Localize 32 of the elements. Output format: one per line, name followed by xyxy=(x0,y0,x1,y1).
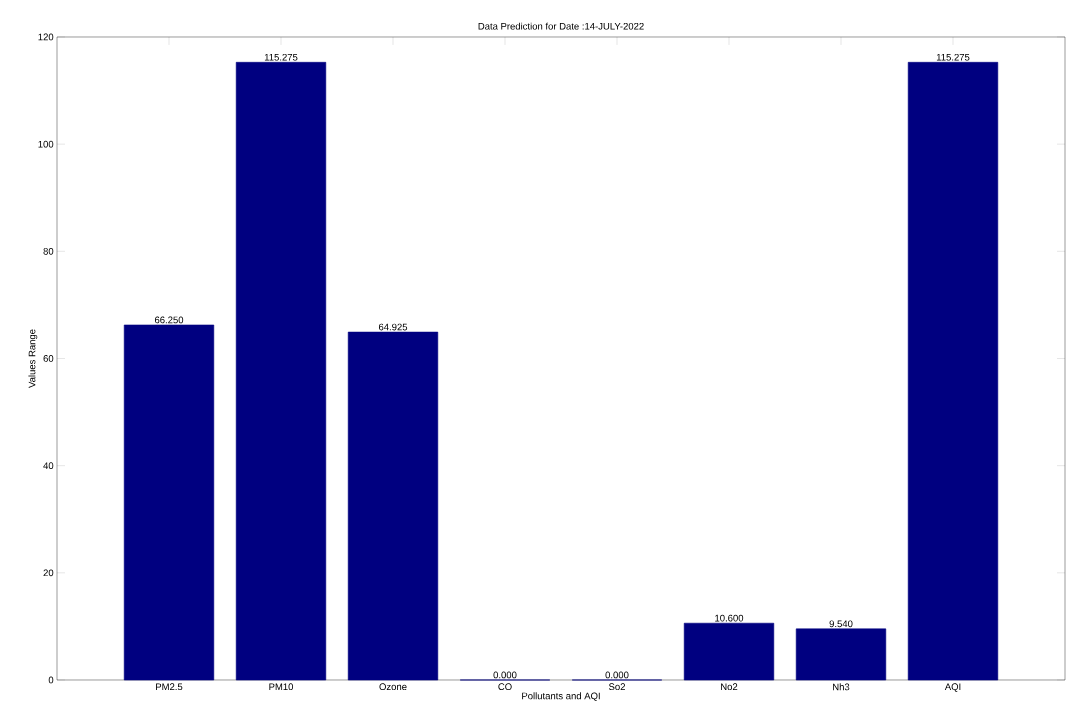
x-tick-label: AQI xyxy=(944,683,961,692)
x-tick-label: So2 xyxy=(608,683,625,691)
y-tick-label: 120 xyxy=(38,33,54,41)
x-tick-label: PM10 xyxy=(269,683,294,691)
y-axis-title: Values Range xyxy=(28,329,38,388)
x-tick-label: No2 xyxy=(721,683,738,691)
data-label: 0.000 xyxy=(493,671,517,679)
x-tick-label: Nh3 xyxy=(833,683,850,691)
chart-title: Data Prediction for Date :14-JULY-2022 xyxy=(478,22,644,30)
y-tick-label: 40 xyxy=(43,462,54,470)
data-label: 10.600 xyxy=(715,614,744,622)
bar xyxy=(235,62,327,681)
y-tick-label: 20 xyxy=(43,569,54,577)
data-label: 66.250 xyxy=(154,316,184,324)
y-tick-label: 100 xyxy=(38,140,54,148)
data-label: 64.925 xyxy=(378,323,408,331)
x-tick-label: Ozone xyxy=(379,683,407,691)
bar xyxy=(123,324,215,681)
y-tick-label: 80 xyxy=(43,247,54,255)
bar xyxy=(907,62,999,681)
data-label: 115.275 xyxy=(264,53,298,61)
x-axis-title: Pollutants and AQI xyxy=(522,692,600,701)
bar xyxy=(683,622,775,681)
bar xyxy=(347,331,439,681)
y-tick-label: 0 xyxy=(48,676,54,684)
y-tick-label: 60 xyxy=(43,355,54,362)
data-label: 115.275 xyxy=(936,53,970,61)
bar xyxy=(795,628,887,681)
x-tick-label: CO xyxy=(498,683,512,691)
x-tick-label: PM2.5 xyxy=(156,683,183,691)
data-label: 9.540 xyxy=(829,620,853,628)
data-label: 0.000 xyxy=(605,671,629,679)
